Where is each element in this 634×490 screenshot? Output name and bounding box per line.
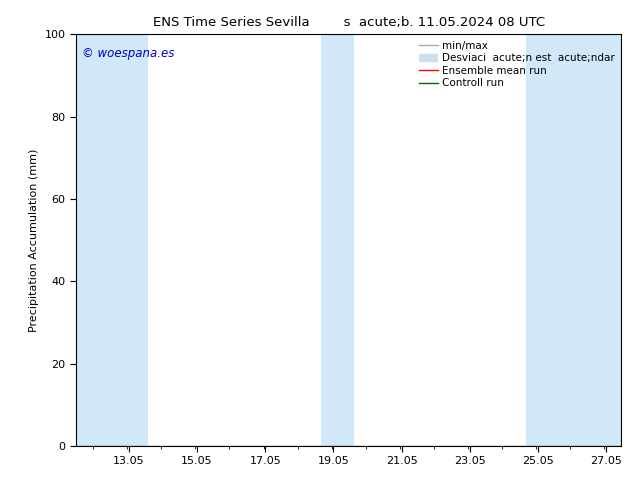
Y-axis label: Precipitation Accumulation (mm): Precipitation Accumulation (mm): [29, 148, 39, 332]
Bar: [76, 34, 148, 446]
Title: ENS Time Series Sevilla        s  acute;b. 11.05.2024 08 UTC: ENS Time Series Sevilla s acute;b. 11.05…: [153, 16, 545, 29]
Bar: [321, 34, 354, 446]
Bar: [526, 34, 621, 446]
Legend: min/max, Desviaci  acute;n est  acute;ndar, Ensemble mean run, Controll run: min/max, Desviaci acute;n est acute;ndar…: [417, 37, 618, 92]
Text: © woespana.es: © woespana.es: [82, 47, 174, 60]
